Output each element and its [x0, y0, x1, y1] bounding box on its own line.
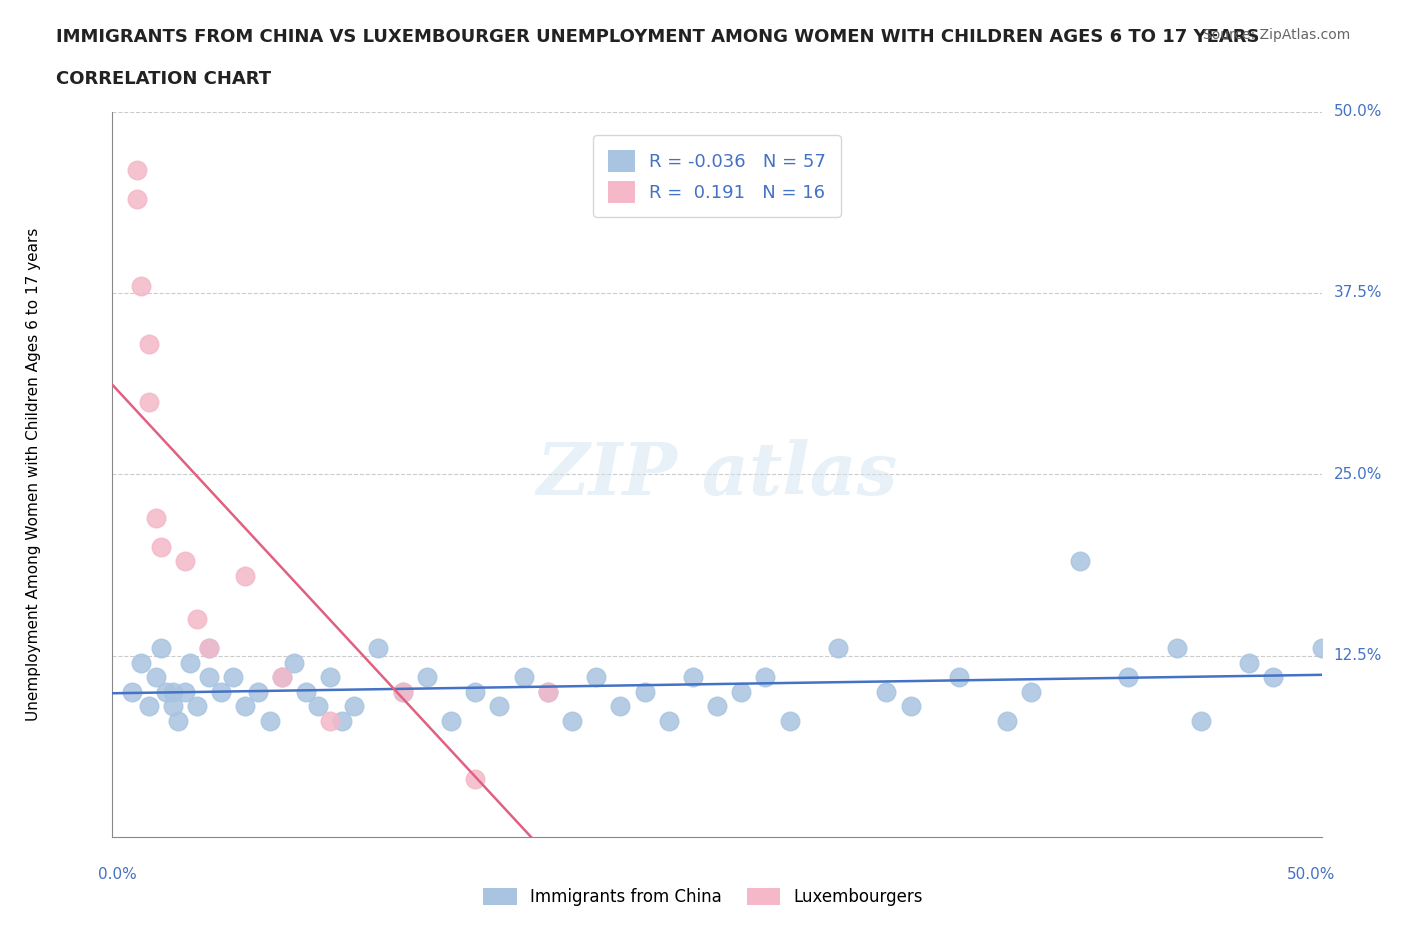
Point: [125, 192, 148, 206]
Text: IMMIGRANTS FROM CHINA VS LUXEMBOURGER UNEMPLOYMENT AMONG WOMEN WITH CHILDREN AGE: IMMIGRANTS FROM CHINA VS LUXEMBOURGER UN…: [56, 28, 1260, 46]
Point: [149, 641, 172, 656]
Point: [186, 699, 208, 714]
Legend: Immigrants from China, Luxembourgers: Immigrants from China, Luxembourgers: [477, 881, 929, 912]
Text: 50.0%: 50.0%: [1334, 104, 1382, 119]
Point: [561, 713, 583, 728]
Point: [295, 684, 318, 699]
Text: CORRELATION CHART: CORRELATION CHART: [56, 70, 271, 87]
Point: [149, 539, 172, 554]
Point: [131, 278, 153, 293]
Point: [246, 684, 269, 699]
Point: [682, 670, 704, 684]
Point: [440, 713, 463, 728]
Point: [706, 699, 728, 714]
Text: 25.0%: 25.0%: [1334, 467, 1382, 482]
Point: [179, 656, 201, 671]
Point: [259, 713, 281, 728]
Text: Source: ZipAtlas.com: Source: ZipAtlas.com: [1202, 28, 1350, 42]
Point: [270, 670, 292, 684]
Point: [319, 670, 342, 684]
Point: [1189, 713, 1212, 728]
Point: [162, 699, 184, 714]
Point: [319, 713, 342, 728]
Text: Unemployment Among Women with Children Ages 6 to 17 years: Unemployment Among Women with Children A…: [27, 228, 41, 721]
Text: 12.5%: 12.5%: [1334, 648, 1382, 663]
Point: [875, 684, 897, 699]
Text: 37.5%: 37.5%: [1334, 286, 1382, 300]
Legend: R = -0.036   N = 57, R =  0.191   N = 16: R = -0.036 N = 57, R = 0.191 N = 16: [593, 135, 841, 217]
Point: [283, 656, 305, 671]
Point: [307, 699, 329, 714]
Point: [391, 684, 413, 699]
Text: 50.0%: 50.0%: [1288, 867, 1336, 882]
Point: [198, 641, 221, 656]
Point: [633, 684, 655, 699]
Point: [779, 713, 801, 728]
Point: [1166, 641, 1188, 656]
Point: [198, 670, 221, 684]
Point: [138, 699, 160, 714]
Point: [416, 670, 439, 684]
Point: [1263, 670, 1285, 684]
Point: [464, 772, 486, 787]
Point: [995, 713, 1018, 728]
Point: [186, 612, 208, 627]
Point: [1310, 641, 1333, 656]
Point: [730, 684, 752, 699]
Point: [488, 699, 510, 714]
Point: [330, 713, 353, 728]
Point: [1021, 684, 1043, 699]
Point: [585, 670, 607, 684]
Point: [198, 641, 221, 656]
Point: [827, 641, 849, 656]
Point: [512, 670, 534, 684]
Point: [270, 670, 292, 684]
Point: [1116, 670, 1139, 684]
Point: [658, 713, 681, 728]
Point: [222, 670, 245, 684]
Point: [537, 684, 560, 699]
Point: [235, 699, 257, 714]
Point: [1069, 554, 1091, 569]
Point: [162, 684, 184, 699]
Point: [367, 641, 389, 656]
Point: [754, 670, 776, 684]
Point: [166, 713, 188, 728]
Point: [174, 554, 197, 569]
Point: [900, 699, 922, 714]
Point: [145, 670, 167, 684]
Point: [125, 162, 148, 177]
Point: [145, 511, 167, 525]
Point: [391, 684, 413, 699]
Point: [174, 684, 197, 699]
Point: [235, 568, 257, 583]
Point: [209, 684, 232, 699]
Point: [1237, 656, 1260, 671]
Point: [138, 337, 160, 352]
Point: [155, 684, 177, 699]
Point: [948, 670, 970, 684]
Point: [131, 656, 153, 671]
Point: [343, 699, 366, 714]
Point: [464, 684, 486, 699]
Text: 0.0%: 0.0%: [98, 867, 138, 882]
Point: [537, 684, 560, 699]
Text: ZIP atlas: ZIP atlas: [537, 439, 897, 510]
Point: [138, 394, 160, 409]
Point: [121, 684, 143, 699]
Point: [609, 699, 631, 714]
